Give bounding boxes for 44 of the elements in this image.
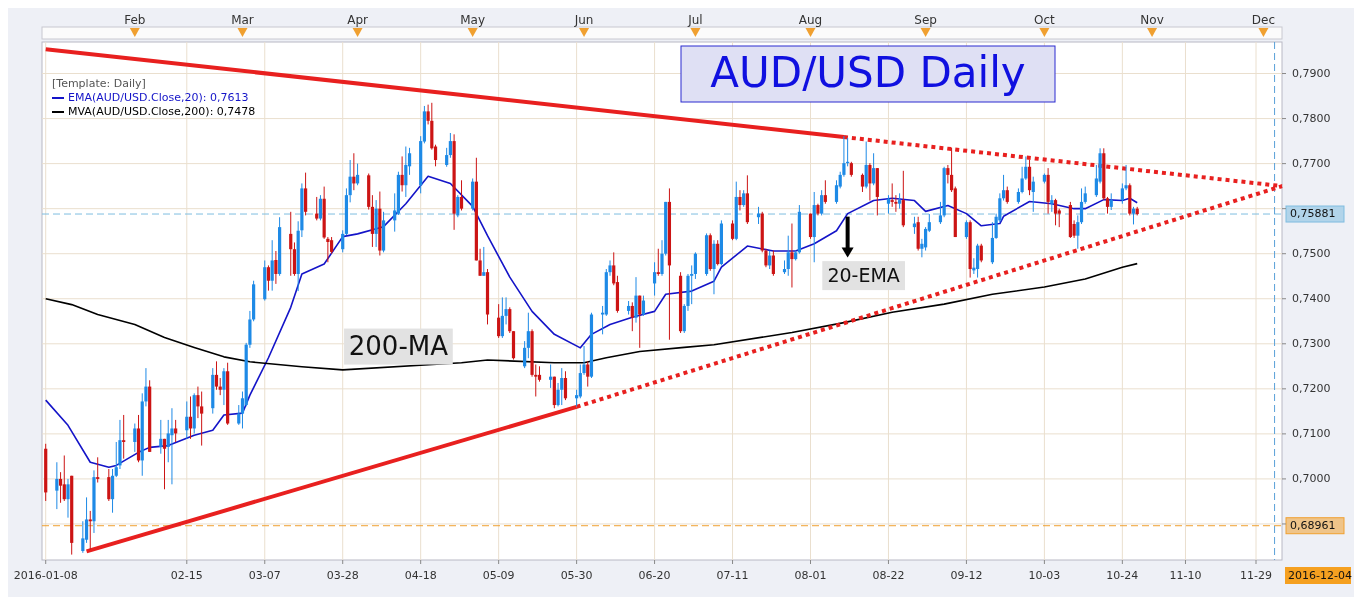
x-tick-label: 11-10	[1169, 569, 1202, 582]
x-tick-label: 09-12	[950, 569, 983, 582]
x2-tick-label: Mar	[231, 12, 254, 27]
x2-tick-label: Oct	[1034, 12, 1056, 27]
y-tick-label: 0,7300	[1292, 336, 1331, 350]
x2-tick-label: Dec	[1251, 12, 1276, 27]
x-tick-label: 02-15	[170, 569, 203, 582]
x2-tick-label: Nov	[1140, 12, 1164, 27]
x2-tick-label: Feb	[124, 12, 146, 27]
x-tick-label: 03-07	[248, 569, 281, 582]
annotation: [Template: Daily]	[52, 77, 146, 90]
x-tick-label: 06-20	[638, 569, 671, 582]
y-tick-label: 0,7800	[1292, 111, 1331, 125]
x-tick-label: 05-30	[560, 569, 593, 582]
x-tick-label: 2016-01-08	[13, 569, 78, 582]
y-tick-label: 0,7900	[1292, 66, 1331, 80]
ref-line-label: 0,75881	[1290, 207, 1336, 221]
x2-tick-label: Aug	[798, 12, 823, 27]
x-tick-label: 05-09	[482, 569, 515, 582]
y-tick-label: 0,7100	[1292, 426, 1331, 440]
x2-tick-label: Jul	[687, 12, 703, 27]
x2-tick-label: Apr	[347, 12, 369, 27]
y-tick-label: 0,7700	[1292, 156, 1331, 170]
y-tick-label: 0,7500	[1292, 246, 1331, 260]
x2-tick-label: May	[460, 12, 486, 27]
x-tick-label: 10-24	[1106, 569, 1139, 582]
y-tick-label: 0,7200	[1292, 381, 1331, 395]
x-tick-label: 11-29	[1240, 569, 1272, 582]
x-tick-label: 08-22	[872, 569, 905, 582]
y-tick-label: 0,7000	[1292, 471, 1331, 485]
x-tick-label: 08-01	[794, 569, 827, 582]
x2-tick-label: Jun	[573, 12, 594, 27]
legend-label: EMA(AUD/USD.Close,20): 0,7613	[68, 91, 249, 104]
x-tick-label: 07-11	[716, 569, 749, 582]
x-tick-label: 03-28	[326, 569, 359, 582]
x2-tick-label: Sep	[914, 12, 937, 27]
annotation: 20-EMA	[827, 264, 900, 287]
x-tick-label: 04-18	[404, 569, 437, 582]
ref-line-label: 0,68961	[1290, 518, 1336, 532]
annotation: 200-MA	[348, 331, 449, 362]
x-tick-label: 10-03	[1028, 569, 1061, 582]
chart-title: AUD/USD Daily	[710, 47, 1026, 97]
legend-label: MVA(AUD/USD.Close,200): 0,7478	[68, 105, 256, 118]
y-tick-label: 0,7400	[1292, 291, 1331, 305]
